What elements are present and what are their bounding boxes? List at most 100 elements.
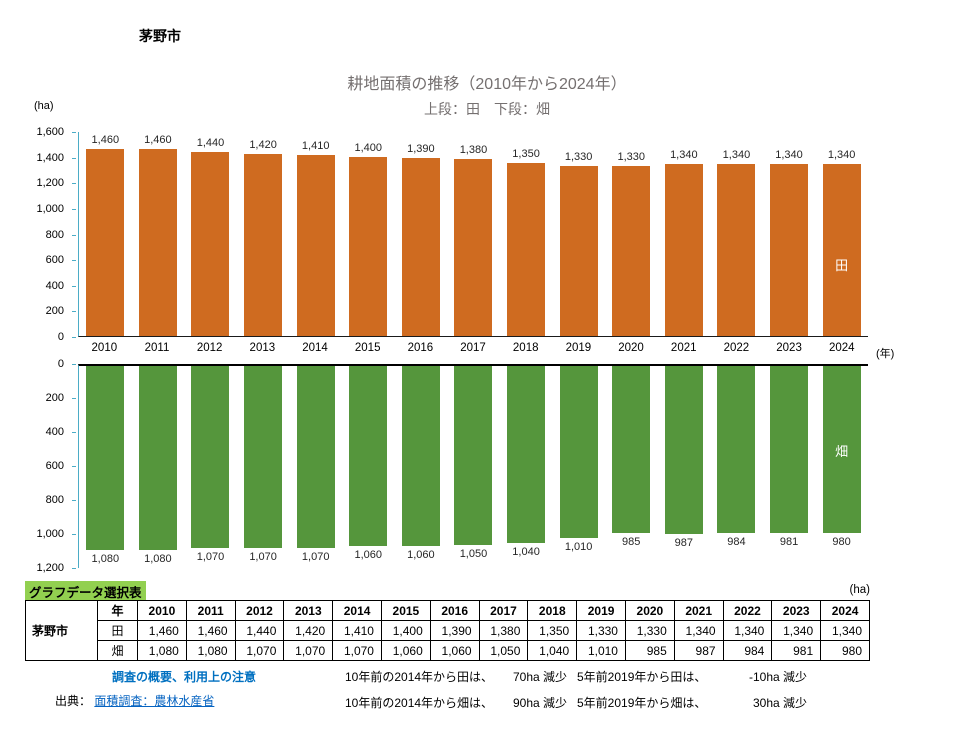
table-year-cell: 2014 — [332, 600, 382, 621]
bar-slot: 1,330 — [552, 132, 605, 336]
bar-slot: 1,330 — [605, 132, 658, 336]
bar-畑-2010 — [86, 366, 125, 550]
series-label-田: 田 — [835, 257, 849, 273]
bar-value-label: 1,410 — [301, 140, 330, 153]
bar-slot: 1,010 — [552, 366, 605, 568]
table-year-cell: 2019 — [576, 600, 626, 621]
bar-田-2021 — [664, 164, 703, 336]
axis-tick-mark — [72, 364, 76, 365]
table-data-row: 畑 1,080 1,080 1,070 1,070 1,070 1,060 1,060 1,05… — [26, 640, 870, 661]
bar-slot: 987 — [658, 366, 711, 568]
bar-slot: 1,070 — [237, 366, 290, 568]
bar-slot: 1,340 田 — [815, 132, 868, 336]
table-value-cell: 985 — [624, 640, 675, 661]
note-label: 10年前の2014年から畑は、 — [345, 696, 494, 710]
note-paddy-5yr: 5年前2019年から田は、 -10ha 減少 — [577, 668, 807, 685]
axis-tick-label: 200 — [45, 392, 64, 404]
table-value-cell: 1,330 — [624, 620, 675, 641]
bar-value-label: 1,070 — [249, 550, 277, 563]
table-year-cell: 2022 — [722, 600, 773, 621]
bar-slot: 1,080 — [79, 366, 132, 568]
axis-tick-mark — [72, 432, 76, 433]
bar-value-label: 1,380 — [459, 144, 488, 157]
bar-slot: 1,400 — [342, 132, 395, 336]
table-value-cell: 1,380 — [478, 620, 529, 641]
table-year-cell: 2024 — [820, 600, 870, 621]
note-label: 5年前2019年から田は、 — [577, 670, 707, 684]
series-label-畑: 畑 — [835, 444, 849, 459]
x-axis-year-label: 2017 — [460, 342, 486, 354]
bar-slot: 1,380 — [447, 132, 500, 336]
table-year-cell: 2012 — [234, 600, 285, 621]
axis-tick-label: 0 — [57, 358, 64, 370]
axis-tick-label: 1,000 — [36, 528, 64, 540]
bar-slot: 1,040 — [500, 366, 553, 568]
bar-slot: 984 — [710, 366, 763, 568]
x-axis-year-label: 2021 — [670, 342, 697, 354]
x-axis-year-labels: 2010 2011 2012 2013 2014 2015 2016 2017 2018 2019… — [78, 342, 868, 360]
bar-田-2016 — [401, 157, 440, 336]
bar-畑-2017 — [454, 366, 493, 545]
bar-value-label: 1,070 — [196, 550, 225, 563]
axis-tick-mark — [72, 568, 76, 569]
table-year-cell: 2015 — [380, 600, 431, 621]
bar-slot: 985 — [605, 366, 658, 568]
table-year-cell: 2013 — [283, 600, 334, 621]
bar-value-label: 985 — [622, 536, 641, 549]
note-value: 30ha 減少 — [752, 696, 807, 710]
bar-value-label: 980 — [832, 535, 851, 548]
bar-value-label: 1,400 — [354, 141, 383, 154]
region-title: 茅野市 — [139, 28, 181, 44]
bar-田-2011 — [138, 148, 177, 336]
bar-畑-2013 — [244, 366, 283, 548]
bar-畑-2015 — [349, 366, 388, 547]
bar-畑-2012 — [191, 366, 230, 548]
bar-畑-2016 — [401, 366, 440, 547]
table-value-cell: 1,070 — [283, 640, 334, 661]
source-link[interactable]: 面積調査：農林水産省 — [94, 694, 215, 708]
bar-slot: 980 畑 — [815, 366, 868, 568]
bar-value-label: 1,060 — [407, 549, 435, 562]
bar-田-2017 — [454, 159, 493, 336]
bar-畑-2024 — [822, 366, 861, 533]
bar-slot: 1,390 — [395, 132, 448, 336]
bar-value-label: 984 — [727, 536, 746, 549]
table-year-cell: 2020 — [624, 600, 675, 621]
axis-tick-label: 400 — [45, 426, 64, 438]
bar-slot: 1,340 — [710, 132, 763, 336]
survey-overview-link[interactable]: 調査の概要、利用上の注意 — [111, 670, 256, 684]
x-axis-year-label: 2012 — [196, 342, 223, 354]
bar-畑-2020 — [612, 366, 651, 534]
x-axis-year-label: 2014 — [302, 342, 328, 354]
table-value-cell: 1,460 — [137, 620, 187, 641]
table-value-cell: 1,440 — [234, 620, 285, 641]
bar-value-label: 1,420 — [249, 139, 277, 152]
axis-tick-mark — [72, 208, 76, 210]
axis-tick-mark — [72, 260, 76, 262]
bar-slot: 1,460 — [132, 132, 185, 336]
table-value-cell: 1,400 — [380, 620, 431, 641]
axis-tick-label: 1,200 — [36, 562, 64, 574]
axis-tick-label: 800 — [45, 228, 64, 241]
x-axis-year-label: 2023 — [776, 342, 802, 354]
axis-tick-label: 1,400 — [36, 151, 64, 164]
table-value-cell: 1,010 — [576, 640, 626, 661]
table-value-cell: 1,340 — [820, 620, 870, 641]
x-axis-year-label: 2022 — [723, 342, 750, 354]
bar-value-label: 1,460 — [144, 133, 172, 146]
table-year-cell: 2023 — [771, 600, 822, 621]
table-series-label-cell: 田 — [97, 620, 138, 641]
axis-tick-label: 200 — [45, 305, 64, 318]
bar-田-2015 — [349, 156, 388, 336]
bottom-chart-plot: 1,080 1,080 1,070 1,070 1,070 1,060 1,060 1,050… — [78, 364, 868, 568]
note-field-10yr: 10年前の2014年から畑は、 90ha 減少 — [345, 694, 567, 711]
bar-畑-2011 — [138, 366, 177, 550]
table-value-cell: 1,340 — [673, 620, 724, 641]
x-axis-year-label: 2018 — [512, 342, 539, 354]
bar-value-label: 1,350 — [512, 148, 540, 161]
bar-田-2024 — [822, 164, 861, 336]
table-year-cell: 2018 — [527, 600, 578, 621]
axis-tick-label: 400 — [45, 279, 64, 292]
bar-slot: 1,340 — [658, 132, 711, 336]
